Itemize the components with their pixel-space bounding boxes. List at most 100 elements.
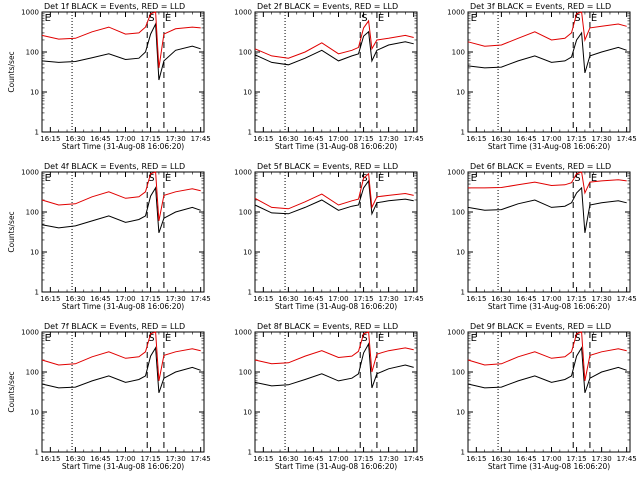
- panel-8: Det 8f BLACK = Events, RED = LLD 1 10 100 10…: [234, 322, 424, 471]
- panel-title: Det 9f BLACK = Events, RED = LLD: [470, 322, 611, 331]
- y-tick-label: 1: [248, 129, 252, 137]
- x-tick-label: 17:30: [379, 455, 399, 463]
- y-tick-label: 1000: [21, 9, 39, 17]
- y-tick-label: 100: [239, 49, 252, 57]
- panel-5: Det 5f BLACK = Events, RED = LLD 1 10 100 10…: [234, 162, 424, 311]
- plot-frame: [41, 331, 205, 453]
- x-tick-label: 17:30: [592, 295, 612, 303]
- plot-frame: [254, 11, 418, 133]
- events-series-line: [254, 30, 414, 66]
- x-tick-label: 16:45: [90, 135, 110, 143]
- y-tick-label: 10: [30, 249, 39, 257]
- x-tick-label: 17:15: [140, 135, 160, 143]
- x-tick-label: 16:45: [303, 295, 323, 303]
- y-axis-label: Counts/sec: [7, 211, 16, 252]
- plot-frame: [41, 171, 205, 293]
- marker-label: E: [45, 333, 51, 344]
- x-tick-label: 17:15: [353, 455, 373, 463]
- plot-frame: [41, 11, 205, 133]
- lld-series-line: [254, 331, 414, 373]
- plot-frame: [254, 171, 418, 293]
- marker-label: S: [361, 333, 367, 344]
- x-tick-label: 17:45: [191, 295, 211, 303]
- y-tick-label: 100: [452, 49, 465, 57]
- x-tick-label: 17:15: [140, 455, 160, 463]
- x-tick-label: 17:30: [592, 135, 612, 143]
- x-tick-label: 17:15: [353, 295, 373, 303]
- x-tick-label: 16:30: [65, 135, 85, 143]
- x-tick-label: 16:30: [491, 455, 511, 463]
- y-tick-label: 100: [26, 209, 39, 217]
- lld-series-line: [41, 171, 201, 221]
- x-tick-label: 16:30: [65, 455, 85, 463]
- y-tick-label: 100: [452, 369, 465, 377]
- x-tick-label: 16:30: [65, 295, 85, 303]
- y-tick-label: 1: [35, 449, 39, 457]
- marker-label: S: [574, 13, 580, 24]
- events-series-line: [467, 346, 627, 394]
- x-tick-label: 16:15: [253, 135, 273, 143]
- x-tick-label: 16:30: [278, 135, 298, 143]
- y-axis-label: Counts/sec: [7, 371, 16, 412]
- panel-6: Det 6f BLACK = Events, RED = LLD 1 10 100 10…: [447, 162, 637, 311]
- marker-label: E: [471, 173, 477, 184]
- x-tick-label: 17:45: [617, 295, 637, 303]
- lld-series-line: [41, 11, 201, 68]
- y-tick-label: 1000: [234, 9, 252, 17]
- x-tick-label: 16:45: [90, 295, 110, 303]
- y-tick-label: 1: [248, 449, 252, 457]
- events-series-line: [41, 346, 201, 394]
- y-tick-label: 1000: [447, 329, 465, 337]
- y-tick-label: 1000: [234, 329, 252, 337]
- x-tick-label: 17:45: [617, 135, 637, 143]
- x-tick-label: 17:15: [353, 135, 373, 143]
- plot-frame: [467, 11, 631, 133]
- x-tick-label: 17:30: [592, 455, 612, 463]
- x-tick-label: 16:15: [253, 295, 273, 303]
- plot-frame: [254, 331, 418, 453]
- x-tick-label: 17:00: [328, 295, 348, 303]
- marker-label: E: [45, 13, 51, 24]
- panel-title: Det 4f BLACK = Events, RED = LLD: [44, 162, 185, 171]
- x-tick-label: 17:00: [115, 455, 135, 463]
- x-axis-label: Start Time (31-Aug-08 16:06:20): [275, 462, 397, 471]
- panel-9: Det 9f BLACK = Events, RED = LLD 1 10 100 10…: [447, 322, 637, 471]
- x-tick-label: 17:15: [566, 135, 586, 143]
- y-tick-label: 1000: [447, 9, 465, 17]
- panel-title: Det 2f BLACK = Events, RED = LLD: [257, 2, 398, 11]
- x-tick-label: 17:00: [115, 135, 135, 143]
- marker-label: E: [591, 173, 597, 184]
- lld-series-line: [467, 11, 627, 47]
- x-axis-label: Start Time (31-Aug-08 16:06:20): [488, 142, 610, 151]
- x-axis-label: Start Time (31-Aug-08 16:06:20): [275, 142, 397, 151]
- panel-3: Det 3f BLACK = Events, RED = LLD 1 10 100 10…: [447, 2, 637, 151]
- events-series-line: [467, 186, 627, 233]
- lld-series-line: [41, 331, 201, 381]
- marker-label: E: [378, 13, 384, 24]
- x-tick-label: 17:00: [541, 135, 561, 143]
- x-tick-label: 16:15: [40, 295, 60, 303]
- y-tick-label: 1: [248, 289, 252, 297]
- events-series-line: [254, 179, 414, 216]
- panel-title: Det 3f BLACK = Events, RED = LLD: [470, 2, 611, 11]
- x-axis-label: Start Time (31-Aug-08 16:06:20): [62, 302, 184, 311]
- y-tick-label: 100: [239, 369, 252, 377]
- x-tick-label: 17:00: [541, 455, 561, 463]
- y-tick-label: 1000: [447, 169, 465, 177]
- marker-label: E: [165, 13, 171, 24]
- x-tick-label: 16:15: [40, 135, 60, 143]
- x-tick-label: 16:45: [516, 135, 536, 143]
- marker-label: S: [574, 173, 580, 184]
- x-tick-label: 17:00: [115, 295, 135, 303]
- marker-label: E: [165, 173, 171, 184]
- y-tick-label: 10: [243, 89, 252, 97]
- lld-series-line: [468, 171, 627, 195]
- x-tick-label: 16:15: [253, 455, 273, 463]
- x-tick-label: 16:30: [491, 135, 511, 143]
- y-tick-label: 1: [461, 129, 465, 137]
- marker-label: E: [591, 13, 597, 24]
- x-tick-label: 17:30: [379, 135, 399, 143]
- x-tick-label: 17:45: [404, 135, 424, 143]
- x-tick-label: 17:15: [566, 455, 586, 463]
- marker-label: E: [378, 333, 384, 344]
